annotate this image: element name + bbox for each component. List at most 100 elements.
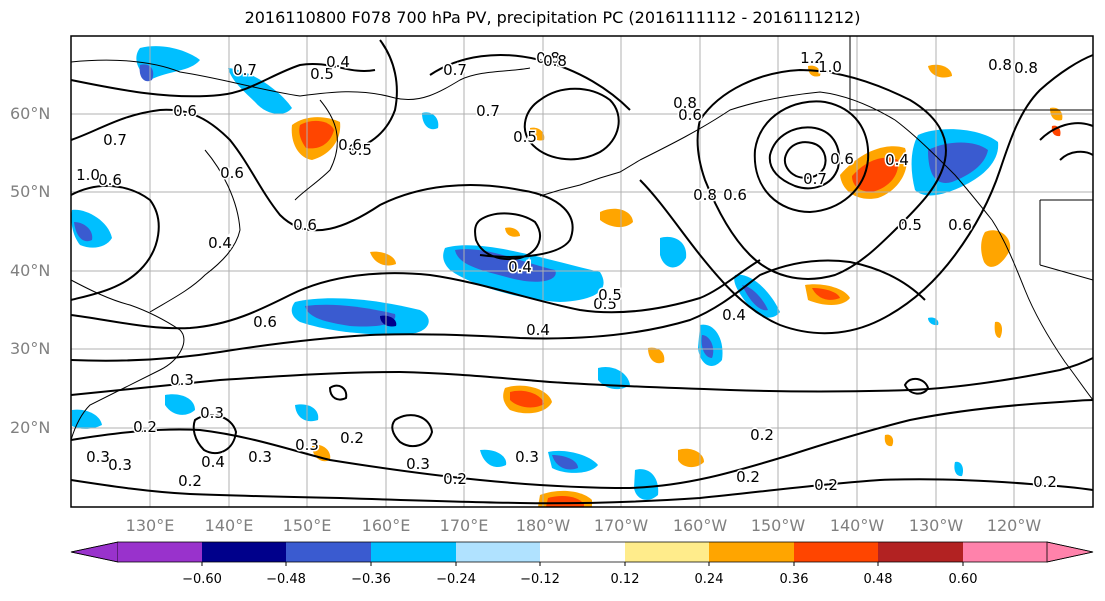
precip-blob: [505, 227, 520, 237]
coastline-aleutians: [539, 159, 641, 197]
contour-label: 0.3: [108, 456, 132, 474]
pv-contour: [903, 377, 930, 395]
pv-contour: [192, 414, 238, 455]
lon-label: 150°W: [750, 516, 806, 535]
coastline-korea-china: [70, 279, 185, 441]
contour-label: 0.6: [220, 164, 244, 182]
coastline-japan: [149, 149, 241, 313]
colorbar-outline: [70, 541, 1094, 563]
precip-blob: [598, 366, 630, 390]
contour-label: 0.8: [536, 49, 560, 67]
colorbar-segment: [286, 542, 371, 562]
precip-blob: [660, 236, 687, 268]
contour-label: 1.0: [76, 166, 100, 184]
pv-contour: [70, 108, 574, 258]
colorbar-tick-label: −0.12: [520, 572, 560, 587]
contour-label: 0.7: [443, 61, 467, 79]
contour-label: 0.2: [178, 472, 202, 490]
contour-label: 0.8: [693, 186, 717, 204]
pv-contour: [70, 259, 761, 330]
precip-blob: [600, 208, 633, 228]
colorbar-tick-label: −0.60: [182, 572, 222, 587]
contour-label: 0.6: [948, 216, 972, 234]
lat-label: 40°N: [10, 261, 51, 280]
lon-label: 180°W: [515, 516, 571, 535]
colorbar-tick-label: 0.36: [779, 572, 809, 587]
pv-contour: [639, 54, 1094, 335]
precip-blob: [530, 127, 545, 141]
contour-label: 0.6: [98, 171, 122, 189]
pv-contour: [328, 384, 348, 401]
pv-contours: [70, 39, 1094, 505]
contour-label: 0.2: [443, 470, 467, 488]
contour-label: 1.0: [818, 58, 842, 76]
coastline-north-america: [991, 219, 1094, 401]
contour-label: 0.8: [1014, 59, 1038, 77]
precip-blob: [228, 68, 292, 114]
lat-label: 30°N: [10, 339, 51, 358]
precip-blob: [812, 288, 840, 300]
colorbar-segment: [625, 542, 709, 562]
lon-label: 130°W: [908, 516, 964, 535]
colorbar-tick-label: 0.12: [610, 572, 640, 587]
contour-label: 0.5: [598, 286, 622, 304]
pv-contour: [523, 87, 620, 161]
lon-label: 130°E: [125, 516, 175, 535]
contour-label: 0.6: [173, 102, 197, 120]
contour-label: 0.4: [526, 321, 550, 339]
precip-blob: [165, 394, 195, 415]
contour-label: 0.3: [170, 371, 194, 389]
contour-labels: 0.7 0.50.40.60.70.60.71.00.80.80.60.40.50…: [75, 48, 1059, 496]
contour-label: 0.8: [673, 94, 697, 112]
precip-blob: [994, 321, 1003, 338]
contour-label: 0.5: [348, 141, 372, 159]
pv-contour: [70, 478, 1094, 505]
precip-blob: [299, 120, 334, 149]
contour-label: 0.6: [253, 313, 277, 331]
precip-blob: [648, 347, 665, 364]
contour-label: 0.5: [898, 216, 922, 234]
pv-contour: [429, 54, 631, 111]
precip-blob: [552, 455, 578, 470]
contour-label: 0.2: [1033, 473, 1057, 491]
contour-label: 0.4: [508, 258, 532, 276]
lon-label: 170°W: [593, 516, 649, 535]
lon-label: 140°E: [204, 516, 254, 535]
pv-contour: [474, 212, 541, 260]
precip-blob: [455, 249, 556, 282]
precip-blob: [884, 434, 894, 447]
contour-label: 0.6: [830, 150, 854, 168]
precip-blob: [74, 222, 93, 242]
contour-label: 0.8: [988, 56, 1012, 74]
colorbar-segment: [118, 542, 202, 562]
colorbar-extend-max: [1046, 541, 1094, 563]
contour-label: 0.3: [295, 436, 319, 454]
coastline-kamchatka: [294, 99, 338, 201]
colorbar-tick-label: −0.24: [436, 572, 476, 587]
lon-label: 140°W: [829, 516, 885, 535]
colorbar-segment: [371, 542, 456, 562]
precip-blob: [928, 64, 952, 78]
precip-blob: [380, 315, 397, 327]
colorbar-segment: [794, 542, 878, 562]
colorbar-tick-label: 0.60: [948, 572, 978, 587]
precip-blob: [928, 142, 988, 183]
contour-label: 0.2: [736, 468, 760, 486]
pv-contour: [349, 39, 398, 151]
contour-label: 0.6: [678, 106, 702, 124]
contour-label: 0.7: [103, 131, 127, 149]
colorbar-tick-label: −0.36: [351, 572, 391, 587]
lon-label: 150°E: [282, 516, 332, 535]
pv-contour: [70, 184, 160, 301]
map-frame: [70, 35, 1094, 508]
colorbar-tick-label: −0.48: [266, 572, 306, 587]
pv-contour: [391, 414, 434, 448]
contour-label: 0.3: [200, 404, 224, 422]
contour-label: 0.6: [338, 136, 362, 154]
pv-contour: [753, 100, 870, 214]
precip-blob: [546, 496, 584, 507]
contour-label: 0.2: [750, 426, 774, 444]
precip-blob: [954, 461, 964, 477]
precip-blob: [701, 335, 714, 358]
